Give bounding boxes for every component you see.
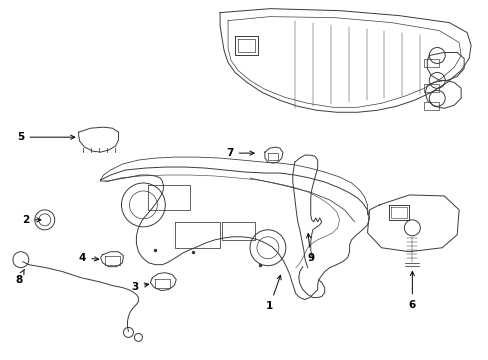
Text: 6: 6 <box>408 271 415 310</box>
Bar <box>424 84 438 92</box>
Text: 5: 5 <box>17 132 75 142</box>
Text: 1: 1 <box>266 275 281 311</box>
Text: 9: 9 <box>306 234 314 263</box>
Text: 7: 7 <box>226 148 254 158</box>
Text: 3: 3 <box>132 282 148 292</box>
Bar <box>424 102 438 110</box>
Bar <box>424 59 438 67</box>
Text: 8: 8 <box>15 269 24 285</box>
Text: 2: 2 <box>22 215 41 225</box>
Text: 4: 4 <box>79 253 99 263</box>
